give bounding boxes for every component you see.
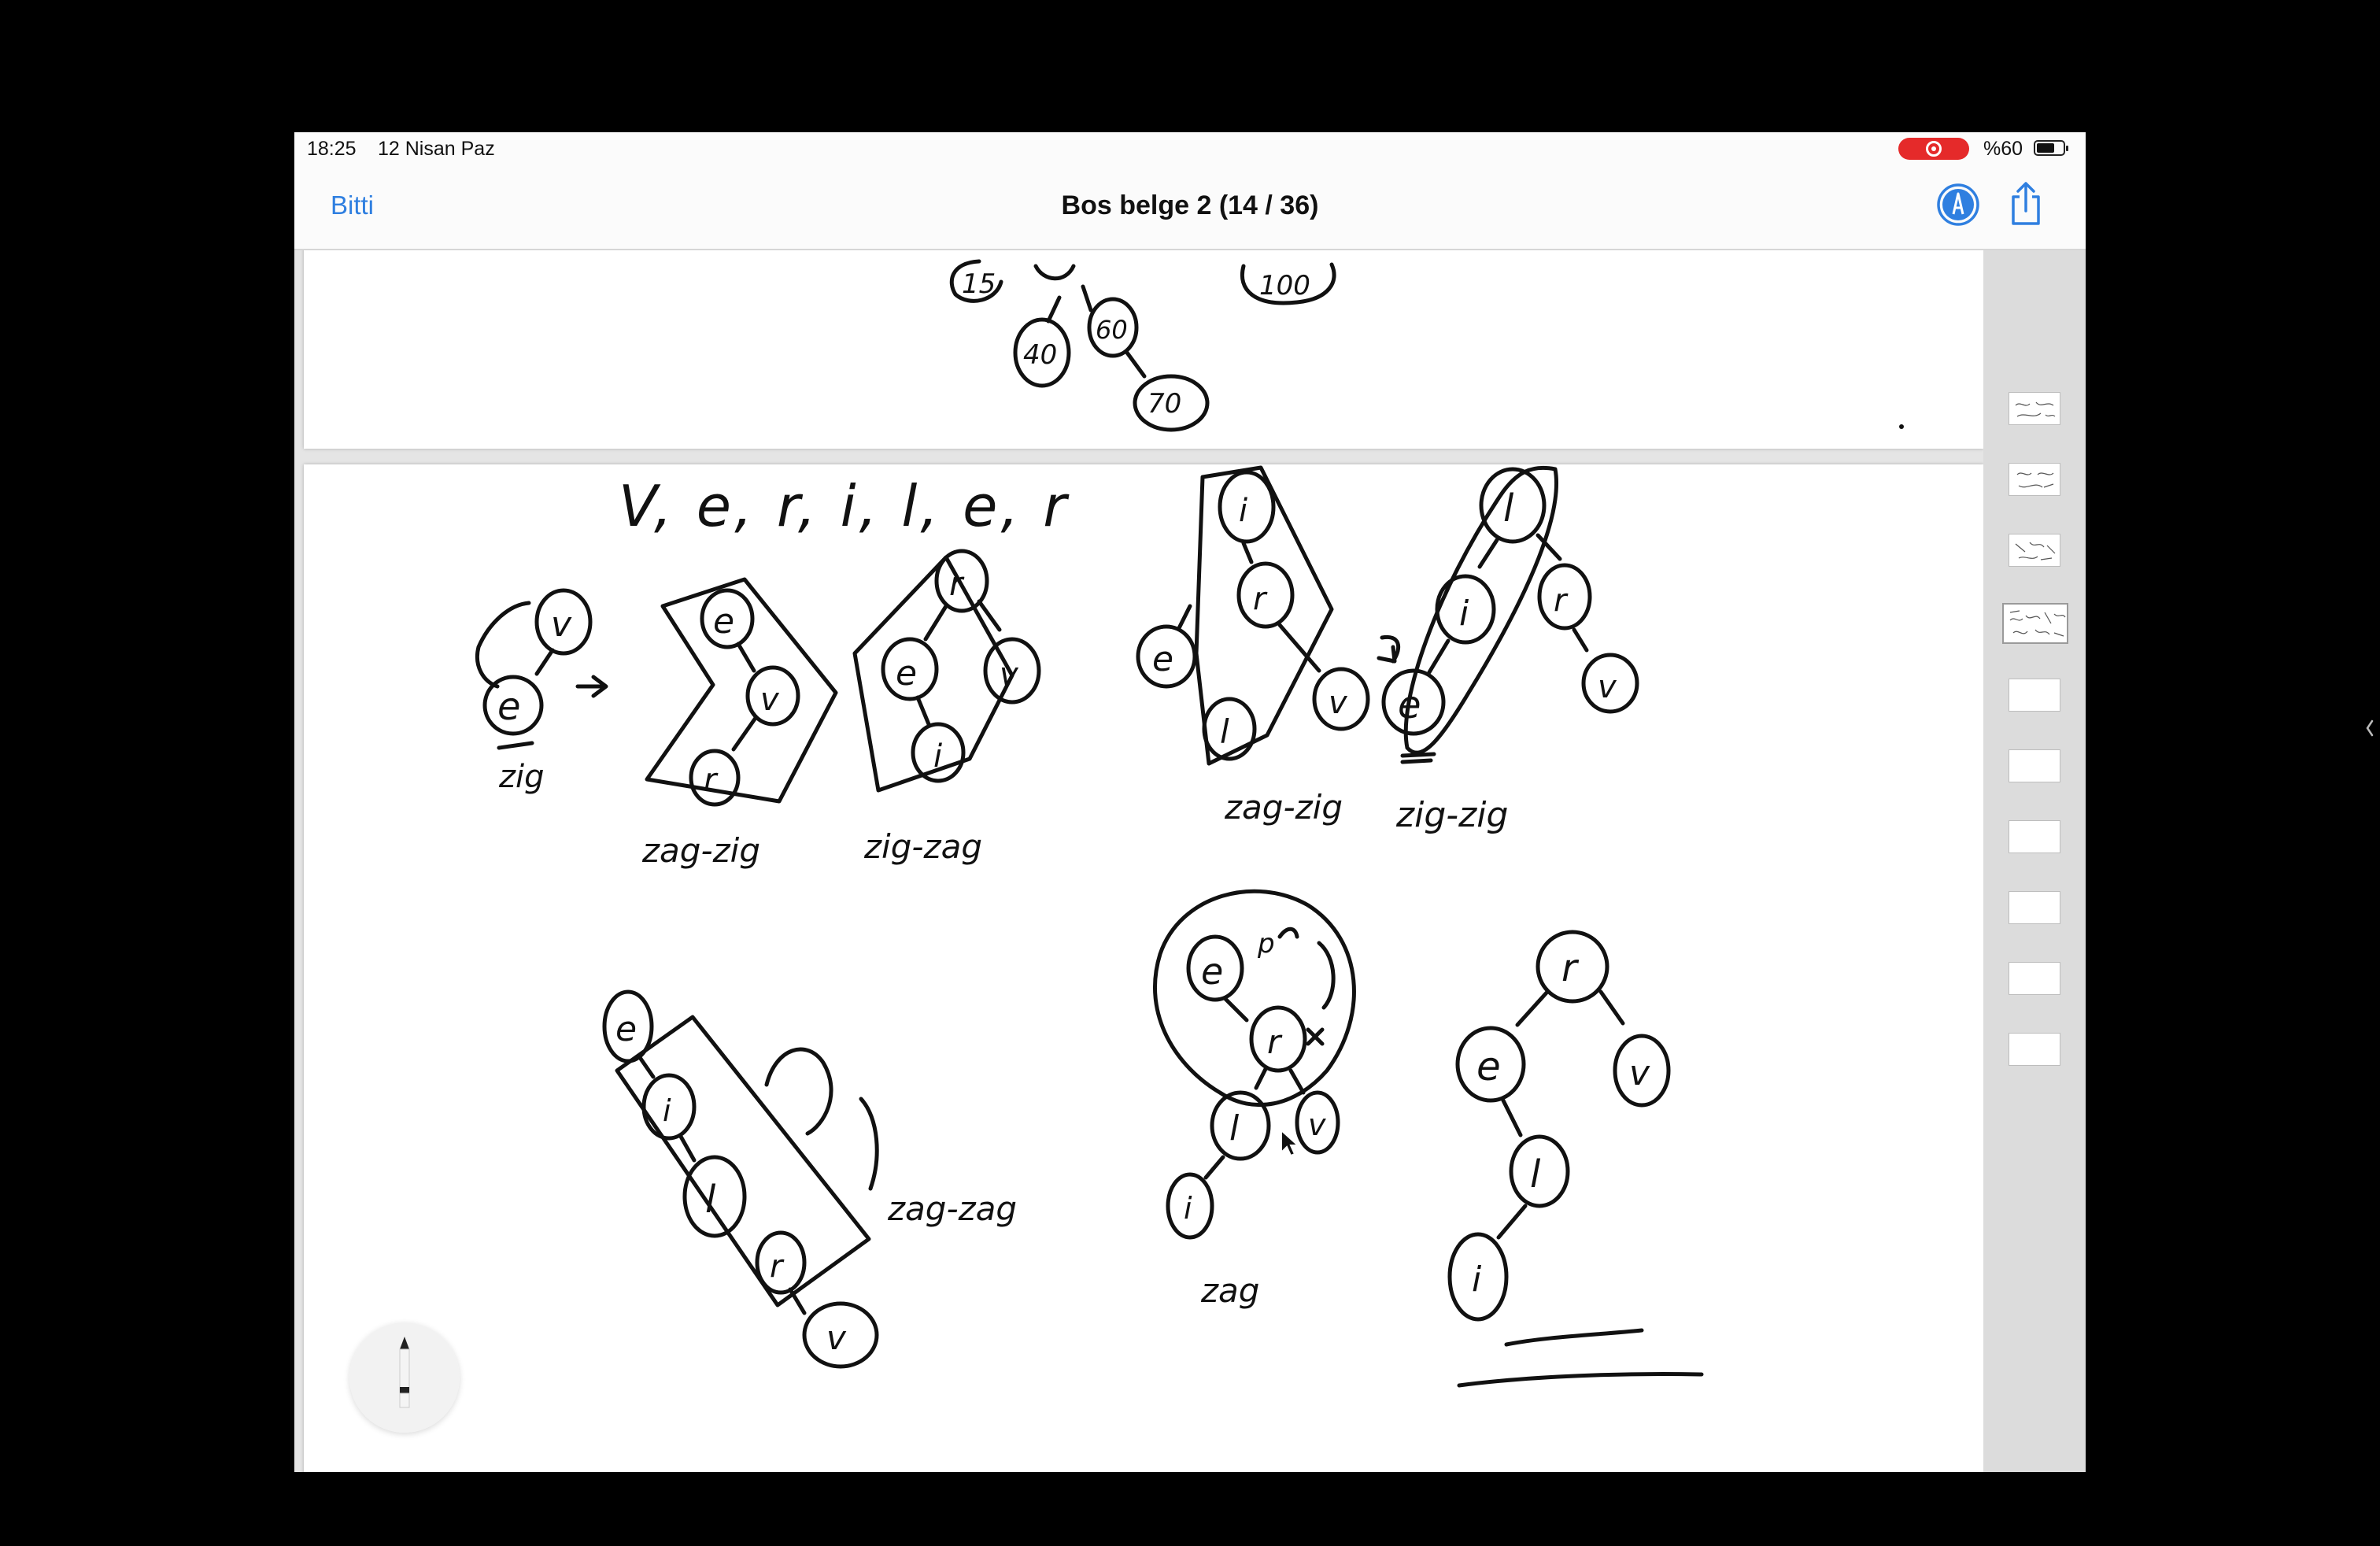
battery-icon [2034,140,2068,156]
svg-text:e: e [615,1009,637,1049]
svg-text:e: e [1398,683,1421,727]
svg-text:e: e [1476,1044,1501,1089]
svg-text:i: i [1459,594,1469,634]
svg-text:i: i [663,1093,671,1128]
svg-text:v: v [1329,685,1348,721]
page-thumbnail-sidebar[interactable] [1983,250,2086,1472]
record-icon [1926,141,1942,157]
header-sequence: V, e, r, i, l, e, r [619,473,1070,539]
svg-text:e: e [713,601,734,642]
node-100: 100 [1259,270,1310,301]
svg-text:l: l [1220,712,1229,751]
node-40: 40 [1023,339,1057,371]
status-time: 18:25 [307,138,357,160]
svg-text:v: v [1000,656,1019,693]
label-zig-zag: zig-zag [863,827,982,866]
svg-text:v: v [1629,1053,1650,1093]
page-thumbnail[interactable] [2009,679,2060,712]
node-e: e [497,685,521,729]
ipad-screen: 18:25 12 Nisan Paz %60 Bitti Bos belge 2… [294,132,2086,1472]
done-button[interactable]: Bitti [331,190,375,220]
page-thumbnail[interactable] [2009,392,2060,425]
node-60: 60 [1096,315,1128,345]
status-date: 12 Nisan Paz [378,138,495,160]
page-thumbnail[interactable] [2009,534,2060,567]
svg-text:r: r [704,762,719,798]
document-title: Bos belge 2 (14 / 36) [1061,190,1319,220]
svg-text:v: v [760,682,780,718]
zag-zig-example-1: e v r zag-zig [641,577,838,870]
label-zag-zig-1: zag-zig [641,831,760,870]
svg-text:r: r [1267,1023,1283,1061]
markup-pen-icon[interactable] [1936,183,1980,227]
svg-text:l: l [1503,486,1514,531]
page-thumbnail[interactable] [2009,891,2060,924]
previous-page: 15 40 60 70 100 [304,250,1983,449]
svg-text:r: r [949,564,965,603]
svg-text:i: i [1472,1259,1482,1300]
label-zig: zig [498,759,545,795]
svg-text:v: v [1308,1108,1326,1142]
svg-text:e: e [1152,639,1173,679]
zig-zig-example: l r i v e zig-zig [1381,465,1639,835]
page-thumbnail[interactable] [2009,1033,2060,1066]
svg-text:r: r [1554,583,1569,619]
zig-example: v e zig [475,588,608,795]
page-thumbnail-current[interactable] [2002,603,2068,644]
battery-percent: %60 [1983,138,2023,160]
screen-recording-indicator[interactable] [1898,138,1969,160]
label-zig-zig: zig-zig [1395,795,1508,835]
svg-text:r: r [770,1248,785,1285]
nav-bar: Bitti Bos belge 2 (14 / 36) [294,164,2086,250]
page-thumbnail[interactable] [2009,962,2060,995]
label-zag: zag [1200,1271,1259,1310]
zag-zag-example: e i l r v zag-zag [602,989,1017,1369]
label-zag-zig-2: zag-zig [1224,788,1343,827]
status-bar: 18:25 12 Nisan Paz %60 [294,132,2086,164]
svg-text:e: e [1201,950,1223,993]
zag-example: e p r l v i zag [1153,889,1356,1310]
node-15: 15 [962,268,996,300]
node-p: p [1257,928,1275,960]
node-v: v [551,605,572,645]
pencil-icon [399,1337,410,1408]
share-icon[interactable] [2005,181,2046,227]
zig-zag-example: r e v i zig-zag [852,549,1041,866]
svg-text:l: l [1530,1152,1541,1196]
svg-text:i: i [933,738,942,775]
svg-text:i: i [1184,1191,1192,1226]
node-70: 70 [1148,388,1181,420]
svg-text:e: e [896,653,917,693]
svg-text:v: v [1598,669,1617,705]
current-page: V, e, r, i, l, e, r v e zig e [304,464,1983,1472]
svg-text:v: v [826,1319,847,1357]
svg-text:l: l [705,1178,716,1222]
mouse-pointer-icon [1281,1129,1300,1157]
final-tree: r e v l i [1447,930,1704,1388]
svg-text:i: i [1239,493,1247,529]
pencil-tool-button[interactable] [349,1322,460,1433]
svg-text:l: l [1229,1108,1240,1148]
svg-text:r: r [1561,946,1580,990]
document-scroll-area[interactable]: 15 40 60 70 100 V, e, r, i, l, e, r [294,250,1983,1472]
page-thumbnail[interactable] [2009,463,2060,496]
chevron-left-icon[interactable] [2364,716,2375,740]
page-thumbnail[interactable] [2009,820,2060,853]
zag-zig-example-2: i r e v l zag-zig [1136,465,1401,827]
svg-text:r: r [1253,581,1268,617]
label-zag-zag: zag-zag [887,1189,1017,1228]
page-thumbnail[interactable] [2009,749,2060,782]
